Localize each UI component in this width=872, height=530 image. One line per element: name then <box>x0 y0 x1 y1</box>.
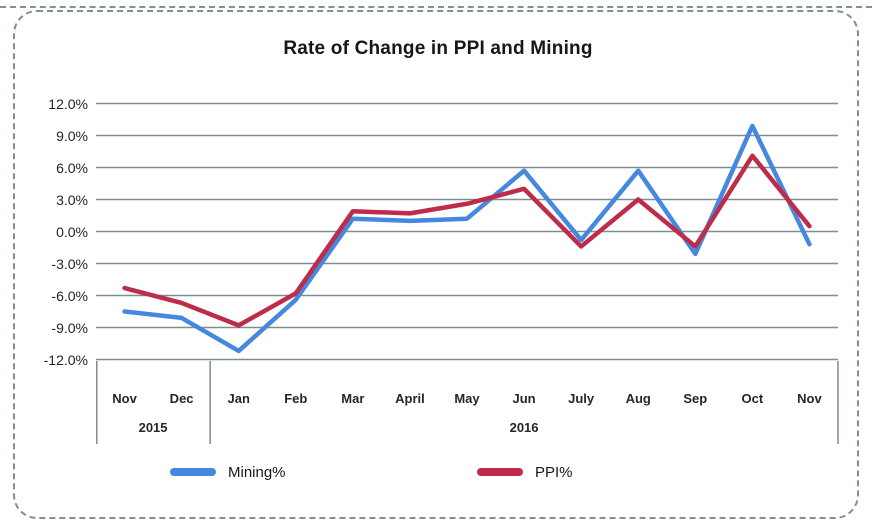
y-axis-tick-label: -9.0% <box>51 319 88 336</box>
y-axis-tick-label: -12.0% <box>43 351 88 368</box>
x-axis-month-label: Sep <box>683 391 708 406</box>
x-axis-month-label: May <box>454 391 480 406</box>
x-axis-month-label: Aug <box>625 391 651 406</box>
y-axis-tick-label: 9.0% <box>56 127 88 144</box>
x-axis-month-label: Feb <box>284 391 308 406</box>
y-axis-tick-label: 12.0% <box>48 95 88 112</box>
x-axis-month-label: Jun <box>512 391 536 406</box>
legend-item-ppi: PPI% <box>477 462 573 482</box>
legend-item-mining: Mining% <box>170 462 286 482</box>
ppi-legend-label: PPI% <box>535 463 573 481</box>
legend: Mining% PPI% <box>0 462 872 486</box>
x-axis-year-label: 2016 <box>509 420 539 435</box>
x-axis-month-label: Dec <box>169 391 194 406</box>
chart-title: Rate of Change in PPI and Mining <box>283 38 593 59</box>
x-axis-month-label: April <box>395 391 425 406</box>
x-axis-month-label: Jan <box>227 391 250 406</box>
y-axis-tick-label: -3.0% <box>51 255 88 272</box>
y-axis-tick-label: 6.0% <box>56 159 88 176</box>
y-axis-tick-label: -6.0% <box>51 287 88 304</box>
y-axis-tick-label: 0.0% <box>56 223 88 240</box>
series-line-mining <box>122 123 812 354</box>
series-line-ppi <box>122 153 812 328</box>
mining-legend-label: Mining% <box>228 463 286 481</box>
mining-legend-swatch <box>170 468 216 476</box>
y-axis-tick-label: 3.0% <box>56 191 88 208</box>
top-dashed-border <box>0 6 872 8</box>
x-axis-month-label: Mar <box>341 391 365 406</box>
x-axis-month-label: Oct <box>741 391 764 406</box>
x-axis-year-label: 2015 <box>138 420 168 435</box>
chart-frame-border <box>13 10 859 519</box>
ppi-legend-swatch <box>477 468 523 476</box>
x-axis-month-label: Nov <box>112 391 137 406</box>
x-axis-month-label: Nov <box>797 391 822 406</box>
x-axis-month-label: July <box>568 391 595 406</box>
